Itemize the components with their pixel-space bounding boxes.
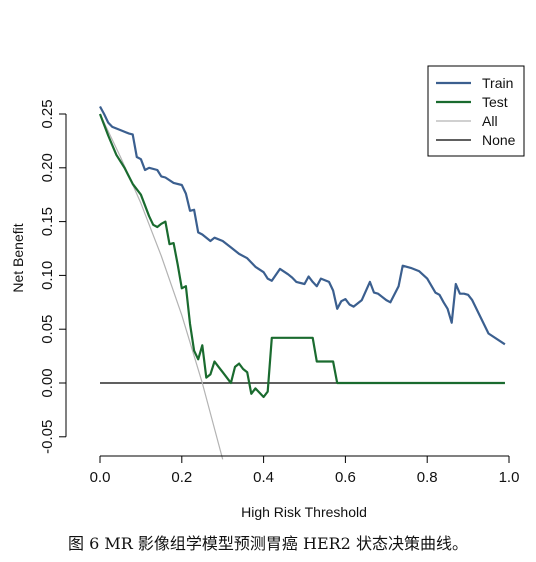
x-tick-label: 0.4 (253, 469, 274, 486)
legend-label: Train (482, 75, 513, 91)
x-tick-label: 0.0 (90, 469, 111, 486)
y-axis-title: Net Benefit (10, 223, 26, 292)
y-tick-label: 0.05 (39, 315, 56, 344)
legend-label: None (482, 132, 516, 148)
y-tick-label: 0.00 (39, 368, 56, 397)
x-tick-label: 0.2 (171, 469, 192, 486)
series-line-train (99, 105, 506, 346)
axes: 0.0 0.2 0.4 0.6 0.8 1.0 -0.05 0.00 0.05 0.10 0.15 0… (39, 99, 519, 486)
y-tick-label: 0.25 (39, 99, 56, 128)
x-tick-label: 1.0 (499, 469, 520, 486)
x-tick-label: 0.8 (417, 469, 438, 486)
plot-area (98, 105, 506, 460)
x-tick-label: 0.6 (335, 469, 356, 486)
series-line-test (98, 113, 505, 399)
y-tick-label: -0.05 (39, 420, 56, 454)
y-tick-label: 0.10 (39, 261, 56, 290)
y-tick-label: 0.20 (39, 153, 56, 182)
y-tick-label: 0.15 (39, 207, 56, 236)
figure-caption: 图 6 MR 影像组学模型预测胃癌 HER2 状态决策曲线。 (68, 534, 468, 553)
legend-label: Test (482, 94, 508, 110)
decision-curve-chart: 0.0 0.2 0.4 0.6 0.8 1.0 -0.05 0.00 0.05 0.10 0.15 0… (10, 65, 525, 520)
series-line-all (99, 113, 224, 460)
legend-label: All (482, 113, 498, 129)
legend-box (427, 65, 525, 157)
x-axis-title: High Risk Threshold (241, 504, 367, 520)
legend: Train Test All None (427, 65, 525, 157)
